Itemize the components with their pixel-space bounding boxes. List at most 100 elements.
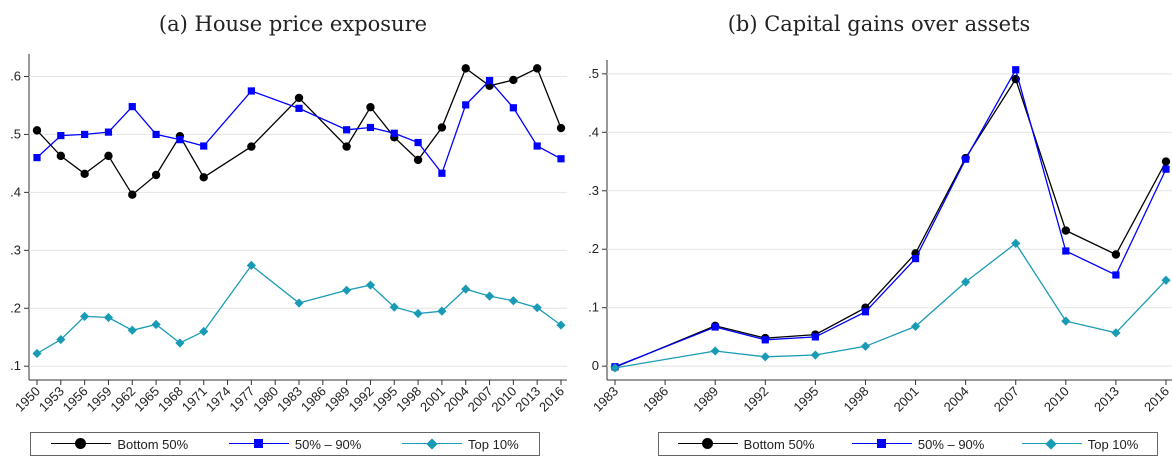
legend-swatch-top [402, 437, 463, 450]
data-point [390, 129, 398, 137]
data-point [365, 280, 376, 290]
y-tick-label: .1 [588, 300, 599, 315]
x-tick-label: 2010 [1041, 384, 1072, 415]
data-point [710, 346, 720, 356]
x-tick-label: 2004 [941, 384, 972, 415]
data-point [32, 126, 42, 135]
data-point [104, 128, 113, 136]
x-tick-label: 1992 [740, 384, 771, 415]
x-tick-label: 1992 [346, 384, 377, 415]
series-line [36, 79, 562, 175]
data-point [438, 169, 446, 177]
legend-swatch-top [1021, 437, 1082, 450]
data-point [1162, 165, 1170, 173]
y-tick-label: .6 [10, 68, 21, 83]
chart-title: (b) Capital gains over assets [727, 12, 1031, 36]
x-tick-label: 1995 [790, 384, 821, 415]
chart-plot-b: 0 .1 .2 .3 .4 .5 1983 1986 1989 1992 1995 1998 2001 2… [588, 60, 1172, 415]
data-point [810, 350, 820, 360]
y-tick-label: .5 [10, 126, 21, 141]
x-tick-label: 2001 [891, 384, 922, 415]
x-tick-label: 1983 [274, 384, 305, 415]
data-point [462, 101, 470, 109]
x-tick-label: 1986 [640, 384, 671, 415]
y-tick-label: .4 [588, 124, 599, 139]
data-point [342, 285, 352, 295]
x-tick-label: 1965 [131, 384, 162, 415]
data-point [366, 102, 375, 112]
data-point [485, 76, 494, 85]
data-point [32, 348, 42, 359]
data-point [484, 291, 495, 301]
data-point [811, 333, 819, 341]
data-point [860, 341, 871, 351]
legend-swatch-bottom [51, 438, 112, 450]
data-point [911, 254, 920, 263]
data-point [247, 142, 256, 151]
x-tick-label: 1962 [107, 384, 138, 415]
y-tick-label: .2 [588, 241, 599, 256]
y-tick-label: .1 [10, 358, 21, 373]
data-point [343, 126, 351, 134]
data-point [509, 104, 517, 112]
x-tick-label: 2010 [488, 384, 519, 415]
data-point [389, 302, 399, 312]
legend-label: 50% – 90% [294, 436, 362, 452]
x-tick-label: 2001 [417, 384, 448, 415]
x-tick-label: 1968 [155, 384, 186, 415]
data-point [509, 75, 518, 85]
legend: Bottom 50% 50% – 90% Top 10% [30, 432, 540, 456]
data-point [1111, 250, 1121, 259]
data-point [152, 130, 160, 139]
data-point [437, 306, 447, 316]
x-tick-label: 1986 [298, 384, 329, 415]
data-point [247, 87, 255, 95]
x-tick-label: 2016 [1141, 384, 1172, 415]
series-line [36, 264, 562, 355]
chart-panel-b: (b) Capital gains over assets 0 .1 .2 .3 .4.… [586, 0, 1172, 459]
legend-swatch-mid [851, 438, 912, 450]
legend-item-bottom: Bottom 50% [677, 437, 815, 452]
legend-item-mid: 50% – 90% [228, 436, 362, 452]
series-line [614, 68, 1167, 368]
data-point [962, 155, 970, 163]
x-tick-label: 1974 [203, 384, 234, 415]
data-point [711, 323, 719, 331]
y-tick-label: .3 [10, 242, 21, 257]
x-tick-label: 1953 [36, 384, 67, 415]
data-point [200, 142, 208, 150]
legend-item-top: Top 10% [402, 437, 519, 452]
legend-swatch-bottom [677, 438, 738, 450]
data-point [1012, 66, 1020, 74]
chart-panel-a: (a) House price exposure .1 .2 .3 .4 .5 .6 195… [10, 12, 567, 456]
data-point [175, 338, 185, 348]
x-tick-label: 1989 [690, 384, 721, 415]
x-tick-label: 1980 [250, 384, 281, 415]
chart-plot-a: .1 .2 .3 .4 .5 .6 1950195319561959196219651968… [10, 54, 567, 415]
data-point [80, 311, 90, 321]
data-point [1062, 247, 1070, 255]
data-point [1061, 226, 1071, 235]
x-tick-label: 1956 [60, 384, 91, 415]
data-point [413, 308, 423, 319]
data-point [57, 131, 65, 140]
data-point [532, 303, 542, 313]
data-point [910, 321, 921, 331]
data-point [461, 284, 471, 294]
data-point [532, 64, 542, 73]
data-point [413, 155, 423, 165]
data-point [557, 155, 565, 163]
data-point [246, 260, 256, 270]
data-point [56, 334, 66, 345]
legend-label: Bottom 50% [117, 436, 189, 452]
data-point [128, 190, 137, 199]
legend-swatch-mid [228, 438, 289, 450]
x-tick-label: 1971 [179, 384, 210, 415]
legend-label: Top 10% [1087, 436, 1139, 452]
data-point [151, 170, 161, 180]
data-point [128, 103, 136, 111]
legend-item-bottom: Bottom 50% [51, 437, 188, 452]
data-point [294, 93, 304, 103]
chart-title: (a) House price exposure [158, 12, 428, 36]
data-point [151, 319, 161, 330]
